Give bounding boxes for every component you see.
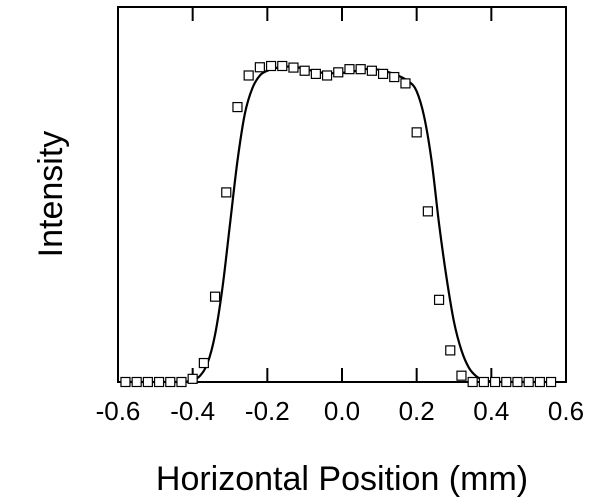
data-point bbox=[221, 187, 232, 198]
data-point bbox=[534, 376, 545, 388]
fit-curve bbox=[125, 65, 552, 384]
x-tick-label: 0.0 bbox=[324, 396, 360, 426]
data-point bbox=[198, 357, 209, 369]
data-point bbox=[310, 68, 321, 80]
data-point bbox=[333, 67, 344, 78]
x-tick-label: 0.6 bbox=[548, 396, 584, 426]
x-tick-label: -0.2 bbox=[245, 396, 290, 426]
data-point bbox=[377, 68, 389, 80]
data-point bbox=[545, 376, 557, 388]
x-tick-marks bbox=[117, 7, 567, 382]
data-point bbox=[400, 78, 411, 89]
data-markers bbox=[120, 60, 557, 388]
data-point bbox=[299, 65, 310, 76]
y-axis-title: Intensity bbox=[32, 131, 70, 258]
data-point bbox=[523, 376, 534, 388]
data-point bbox=[153, 376, 165, 388]
data-point bbox=[467, 376, 478, 388]
x-tick-label: 0.4 bbox=[473, 396, 509, 426]
data-point bbox=[209, 291, 221, 302]
data-point bbox=[489, 376, 501, 388]
data-point bbox=[344, 64, 355, 75]
data-point bbox=[422, 206, 433, 217]
data-point bbox=[321, 70, 333, 81]
data-point bbox=[165, 376, 176, 388]
data-point bbox=[501, 376, 512, 388]
data-point bbox=[187, 373, 198, 384]
x-tick-labels: -0.6 -0.4 -0.2 0.0 0.2 0.4 0.6 bbox=[96, 396, 584, 426]
data-point bbox=[142, 376, 153, 388]
data-point bbox=[456, 370, 467, 381]
data-point bbox=[120, 376, 131, 388]
data-point bbox=[232, 101, 243, 113]
data-point bbox=[254, 62, 265, 73]
x-tick-label: -0.4 bbox=[170, 396, 215, 426]
data-point bbox=[277, 60, 288, 72]
x-tick-label: 0.2 bbox=[399, 396, 435, 426]
data-point bbox=[243, 70, 254, 81]
data-point bbox=[433, 294, 445, 305]
x-tick-label: -0.6 bbox=[96, 396, 141, 426]
data-point bbox=[389, 71, 400, 83]
plot-frame bbox=[117, 6, 567, 383]
data-point bbox=[445, 345, 456, 356]
data-point bbox=[478, 376, 489, 388]
x-axis-title: Horizontal Position (mm) bbox=[156, 460, 528, 498]
data-point bbox=[265, 60, 277, 72]
data-point bbox=[355, 64, 366, 75]
data-point bbox=[176, 376, 187, 388]
data-point bbox=[512, 376, 523, 388]
data-point bbox=[288, 62, 299, 73]
data-point bbox=[411, 127, 422, 138]
data-point bbox=[366, 65, 377, 76]
data-point bbox=[131, 376, 142, 388]
